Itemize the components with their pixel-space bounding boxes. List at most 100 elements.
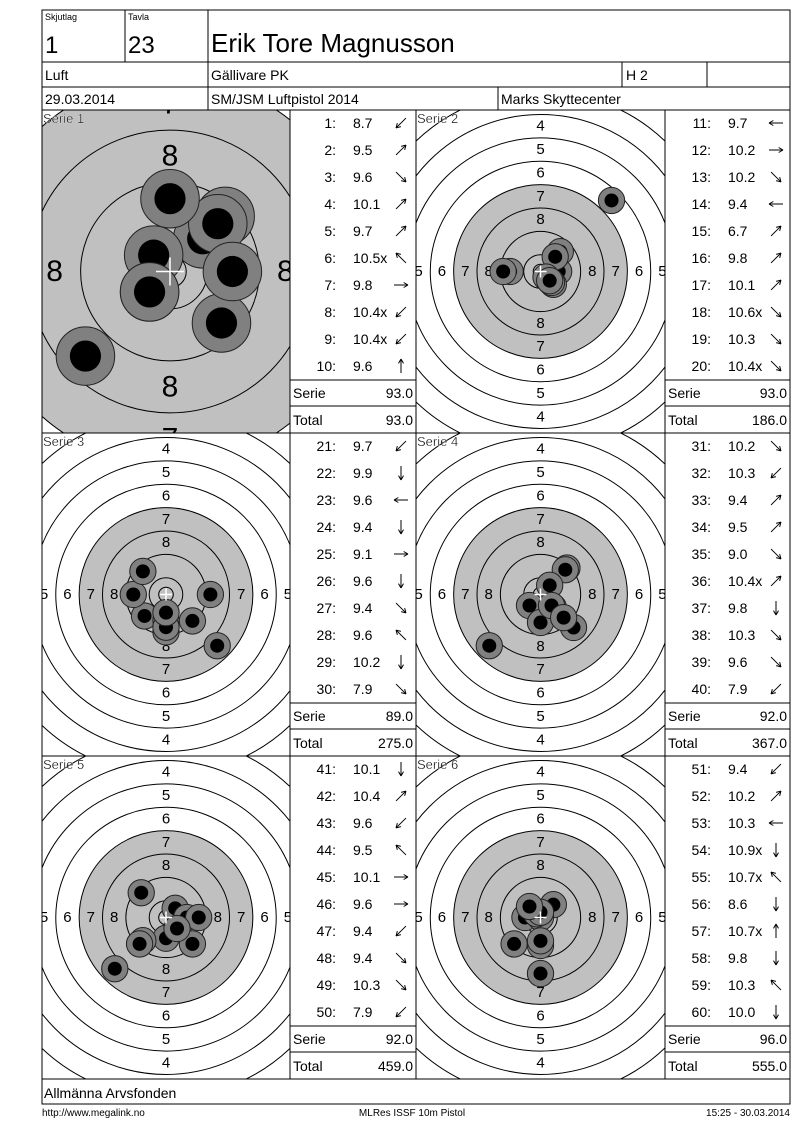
- ring-number: 4: [162, 731, 170, 748]
- ring-number: 5: [284, 586, 292, 603]
- ring-number: 6: [438, 263, 446, 280]
- direction-arrow-head: [775, 575, 782, 578]
- direction-arrow-head: [775, 960, 779, 966]
- direction-arrow-head: [779, 521, 782, 528]
- direction-arrow-head: [779, 225, 782, 232]
- shot-number: 32:: [692, 465, 711, 481]
- ring-number: 8: [162, 638, 170, 655]
- hole-center: [533, 933, 548, 948]
- ring-number: 6: [162, 487, 170, 504]
- ring-number: 4: [682, 586, 690, 603]
- series-title: Serie 4: [417, 434, 458, 449]
- direction-arrow-head: [779, 494, 782, 501]
- shot-hole: [127, 879, 155, 907]
- shot-hole: [536, 267, 564, 295]
- ring-number: 4: [307, 909, 315, 926]
- shot-number: 26:: [317, 573, 336, 589]
- direction-arrow: [395, 817, 407, 829]
- direction-arrow-head: [779, 252, 782, 259]
- direction-arrow: [395, 198, 407, 210]
- direction-arrow: [395, 952, 407, 964]
- ring-number: 7: [237, 909, 245, 926]
- direction-arrow-head: [400, 692, 407, 695]
- direction-arrow-head: [775, 665, 782, 668]
- shot-score: 9.4: [728, 196, 748, 212]
- direction-arrow: [395, 683, 407, 695]
- direction-arrow-head: [770, 871, 773, 878]
- shot-number: 29:: [317, 654, 336, 670]
- shot-number: 35:: [692, 546, 711, 562]
- serie-sum: 92.0: [760, 708, 787, 724]
- ring: [42, 129, 290, 414]
- hole-center: [533, 615, 548, 630]
- direction-arrow-head: [779, 790, 782, 797]
- shot-score: 9.4: [353, 923, 373, 939]
- direction-arrow-head: [775, 279, 782, 282]
- shot-number: 50:: [317, 1004, 336, 1020]
- direction-arrow: [395, 1006, 407, 1018]
- shot-hole: [549, 603, 578, 632]
- ring-number: 5: [658, 586, 666, 603]
- direction-arrow-head: [395, 1011, 398, 1018]
- shot-score: 9.4: [353, 950, 373, 966]
- direction-arrow-head: [779, 553, 782, 560]
- shot-hole: [196, 580, 225, 609]
- hole-center: [202, 208, 234, 240]
- total-sum: 367.0: [752, 735, 787, 751]
- ring-number: 8: [162, 140, 179, 173]
- shot-hole: [119, 580, 147, 609]
- shot-score: 9.6: [728, 654, 748, 670]
- ring-number: 4: [17, 909, 25, 926]
- ring-number: 6: [438, 909, 446, 926]
- direction-arrow: [395, 844, 407, 856]
- total-sum: 93.0: [386, 412, 413, 428]
- serie-label: Serie: [668, 1031, 701, 1047]
- shot-hole: [203, 632, 231, 660]
- ring: [453, 507, 628, 682]
- direction-arrow-head: [770, 871, 777, 874]
- shot-score: 10.7x: [728, 869, 762, 885]
- direction-arrow: [770, 871, 782, 883]
- shot-score: 9.7: [353, 438, 373, 454]
- direction-arrow: [770, 790, 782, 802]
- shot-score: 10.4: [353, 788, 380, 804]
- class: H 2: [626, 67, 648, 83]
- shot-number: 5:: [324, 223, 336, 239]
- direction-arrow-head: [400, 771, 404, 777]
- ring-number: 8: [162, 370, 179, 403]
- direction-arrow-head: [395, 629, 402, 632]
- direction-arrow-head: [395, 445, 398, 452]
- shot-number: 25:: [317, 546, 336, 562]
- ring-number: 5: [536, 1031, 544, 1048]
- shot-number: 1:: [324, 115, 336, 131]
- shot-score: 10.5x: [353, 250, 387, 266]
- shot-number: 15:: [692, 223, 711, 239]
- shot-hole: [140, 168, 200, 229]
- ring-number: 8: [46, 255, 63, 288]
- shot-score: 10.3: [728, 465, 755, 481]
- shot-hole: [541, 243, 569, 271]
- hole-center: [496, 264, 511, 279]
- shot-score: 10.2: [353, 654, 380, 670]
- shot-hole: [101, 955, 129, 983]
- direction-arrow: [770, 252, 782, 264]
- shot-score: 10.9x: [728, 842, 762, 858]
- hole-center: [137, 608, 152, 623]
- shot-score: 9.7: [353, 223, 373, 239]
- direction-arrow-head: [775, 923, 779, 929]
- direction-arrow-head: [775, 521, 782, 524]
- direction-arrow-head: [775, 494, 782, 497]
- direction-arrow-head: [395, 1015, 402, 1018]
- shot-score: 10.3: [728, 977, 755, 993]
- direction-arrow-head: [775, 225, 782, 228]
- direction-arrow: [770, 521, 782, 533]
- shot-score: 10.6x: [728, 304, 762, 320]
- direction-arrow-head: [775, 852, 779, 858]
- ring-number: 6: [635, 263, 643, 280]
- direction-arrow: [770, 763, 782, 775]
- ring: [416, 137, 665, 406]
- direction-arrow-head: [400, 475, 404, 481]
- direction-arrow: [770, 467, 782, 479]
